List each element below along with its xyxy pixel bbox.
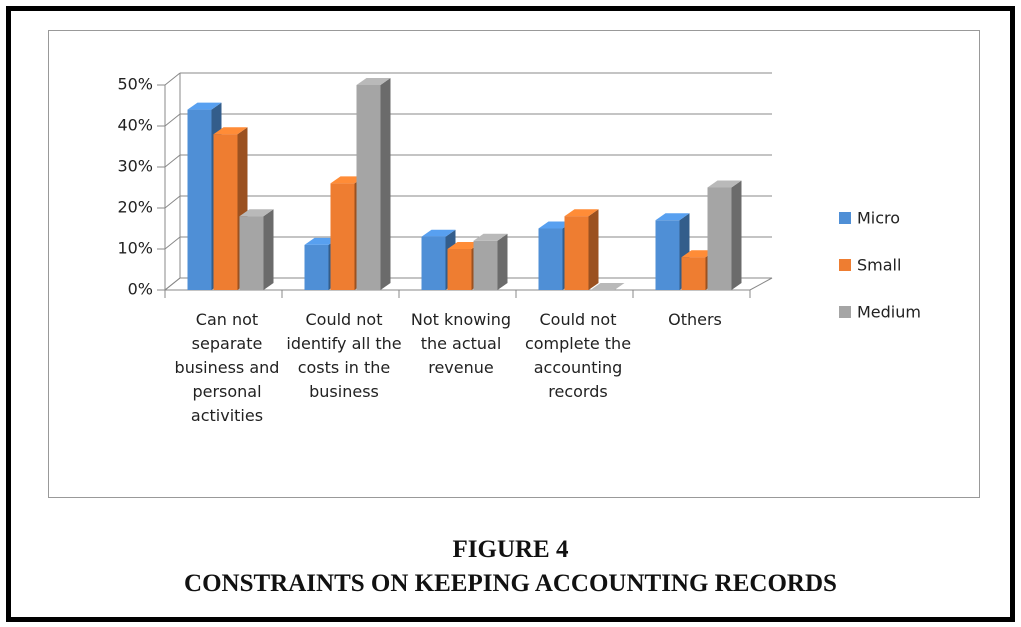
x-tick-label: Could not identify all the costs in the … bbox=[286, 310, 402, 401]
bar-top bbox=[447, 242, 482, 249]
bar-top bbox=[330, 176, 365, 184]
chart-area bbox=[48, 30, 980, 498]
bar-top bbox=[681, 250, 716, 258]
bar bbox=[473, 233, 508, 290]
bar-top bbox=[473, 233, 508, 241]
frame bbox=[6, 6, 1015, 622]
bar-front bbox=[655, 220, 680, 290]
bar-side bbox=[380, 78, 391, 290]
bar-top bbox=[213, 127, 248, 135]
legend-swatch bbox=[839, 306, 851, 318]
bar-side bbox=[731, 180, 742, 290]
x-tick-label: Can not separate business and personal a… bbox=[174, 310, 280, 425]
bar-front bbox=[538, 228, 563, 290]
bar-front bbox=[356, 85, 381, 290]
figure-title: CONSTRAINTS ON KEEPING ACCOUNTING RECORD… bbox=[184, 570, 837, 597]
bar-front bbox=[330, 183, 355, 290]
bar-top bbox=[538, 221, 573, 229]
bar-front bbox=[421, 236, 446, 290]
bar-front bbox=[447, 249, 472, 290]
bar-front bbox=[187, 109, 212, 290]
y-tick-label: 0% bbox=[128, 280, 153, 299]
figure-number: FIGURE 4 bbox=[452, 536, 569, 563]
legend-label: Micro bbox=[857, 209, 900, 228]
x-tick-label: Not knowing the actual revenue bbox=[410, 310, 512, 377]
y-tick-label: 20% bbox=[117, 198, 153, 217]
bar-top bbox=[187, 102, 222, 110]
bar-side bbox=[588, 209, 599, 290]
grid-depth bbox=[164, 277, 181, 291]
bar bbox=[356, 78, 391, 290]
bar-top bbox=[655, 213, 690, 221]
legend-label: Medium bbox=[857, 303, 921, 322]
grid-depth bbox=[164, 195, 181, 209]
bar-front bbox=[239, 216, 264, 290]
legend-swatch bbox=[839, 212, 851, 224]
y-tick-label: 40% bbox=[117, 116, 153, 135]
bar bbox=[564, 209, 599, 290]
legend-label: Small bbox=[857, 256, 901, 275]
bar bbox=[707, 180, 742, 290]
y-tick-label: 30% bbox=[117, 157, 153, 176]
y-tick-label: 10% bbox=[117, 239, 153, 258]
bar-top bbox=[304, 237, 339, 245]
bar-top bbox=[564, 209, 599, 217]
x-tick-label: Others bbox=[668, 310, 722, 329]
bar-top bbox=[590, 283, 625, 290]
legend-swatch bbox=[839, 259, 851, 271]
bar bbox=[590, 283, 625, 290]
bar-top bbox=[239, 209, 274, 217]
bar-front bbox=[681, 257, 706, 290]
bar bbox=[239, 209, 274, 290]
bar-front bbox=[707, 187, 732, 290]
grid-depth bbox=[164, 154, 181, 168]
y-tick-label: 50% bbox=[117, 75, 153, 94]
grid-depth bbox=[164, 113, 181, 127]
bar-top bbox=[356, 78, 391, 85]
x-tick-label: Could not complete the accounting record… bbox=[524, 310, 632, 401]
bar-front bbox=[564, 216, 589, 290]
bar-top bbox=[421, 229, 456, 237]
bar-top bbox=[707, 180, 742, 188]
bar-front bbox=[304, 244, 329, 290]
bar-side bbox=[497, 233, 508, 290]
bar-side bbox=[263, 209, 274, 290]
bar-front bbox=[473, 240, 498, 290]
grid-depth bbox=[164, 72, 181, 86]
grid-depth bbox=[164, 236, 181, 250]
bar-front bbox=[213, 134, 238, 290]
bar bbox=[655, 213, 690, 290]
